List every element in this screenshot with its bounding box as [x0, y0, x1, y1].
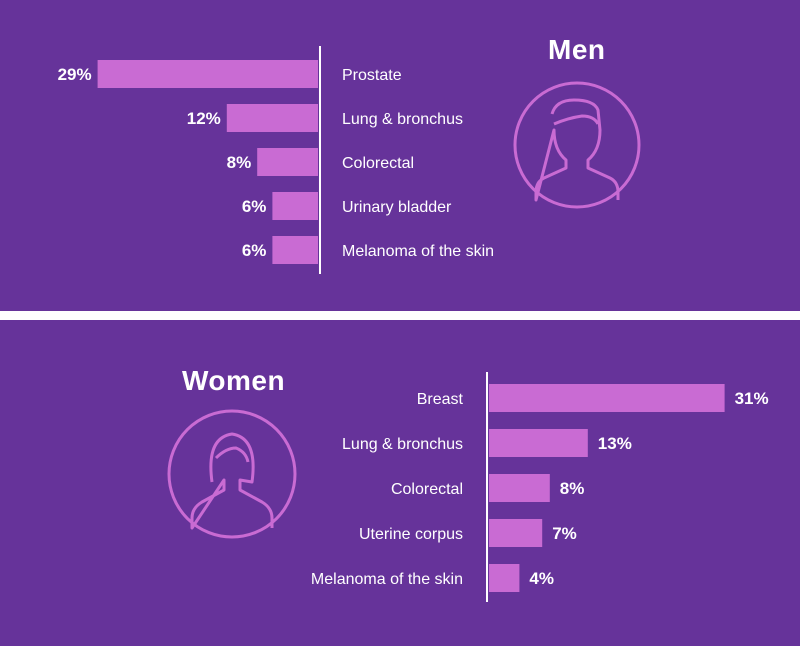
- women-bar: [489, 564, 520, 592]
- women-bar: [489, 429, 588, 457]
- women-value-label: 7%: [552, 524, 577, 543]
- women-title: Women: [182, 365, 286, 396]
- women-panel: Women: [0, 320, 800, 646]
- women-value-label: 31%: [735, 389, 769, 408]
- men-category-label: Lung & bronchus: [342, 111, 463, 128]
- men-bar: [272, 192, 318, 220]
- men-value-label: 6%: [242, 241, 267, 260]
- women-category-label: Melanoma of the skin: [311, 571, 463, 588]
- men-category-label: Prostate: [342, 67, 402, 84]
- women-bar: [489, 474, 550, 502]
- woman-avatar-icon: [166, 408, 298, 545]
- men-bar: [226, 104, 318, 132]
- panel-divider: [0, 311, 800, 320]
- women-value-label: 4%: [529, 569, 554, 588]
- men-bar: [97, 60, 318, 88]
- men-title: Men: [548, 34, 606, 65]
- men-value-label: 12%: [187, 109, 221, 128]
- man-avatar-icon: [512, 80, 642, 215]
- women-value-label: 8%: [560, 479, 585, 498]
- women-bar: [489, 384, 725, 412]
- men-value-label: 6%: [242, 197, 267, 216]
- men-value-label: 8%: [227, 153, 252, 172]
- women-category-label: Uterine corpus: [359, 526, 463, 543]
- men-category-label: Colorectal: [342, 155, 414, 172]
- men-bar: [257, 148, 318, 176]
- men-category-label: Urinary bladder: [342, 199, 452, 216]
- men-category-label: Melanoma of the skin: [342, 243, 494, 260]
- men-value-label: 29%: [58, 65, 92, 84]
- women-category-label: Lung & bronchus: [342, 436, 463, 453]
- women-category-label: Colorectal: [391, 481, 463, 498]
- men-panel: Men: [0, 0, 800, 311]
- women-bar: [489, 519, 543, 547]
- men-bar: [272, 236, 318, 264]
- women-value-label: 13%: [598, 434, 632, 453]
- women-category-label: Breast: [417, 391, 464, 408]
